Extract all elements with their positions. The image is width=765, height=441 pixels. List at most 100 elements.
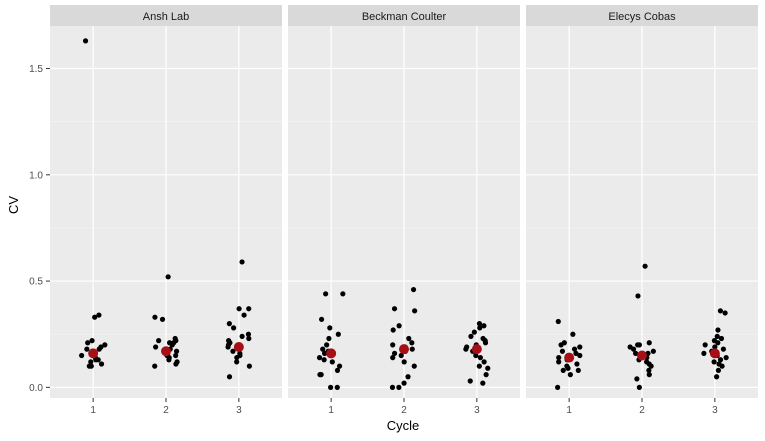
data-point xyxy=(321,357,327,363)
data-point xyxy=(635,293,641,299)
data-point xyxy=(329,359,335,365)
data-point xyxy=(648,363,654,369)
data-point xyxy=(630,346,637,352)
data-point xyxy=(480,335,486,342)
data-point xyxy=(577,352,583,359)
data-point xyxy=(646,340,652,346)
data-point xyxy=(567,372,573,378)
data-point xyxy=(565,365,571,371)
y-tick-label: 1.5 xyxy=(29,64,43,75)
data-point xyxy=(574,361,580,367)
data-point xyxy=(401,380,407,386)
data-point xyxy=(646,367,652,373)
y-tick-label: 0.5 xyxy=(29,277,43,288)
data-point xyxy=(390,355,396,361)
x-tick-label: 2 xyxy=(639,405,645,416)
facet-panel: Elecys Cobas 1 2 3 xyxy=(526,5,758,416)
data-point xyxy=(323,291,329,297)
data-point xyxy=(336,363,343,369)
data-point xyxy=(702,342,708,348)
data-point xyxy=(165,274,171,280)
data-point xyxy=(573,350,579,356)
data-point xyxy=(396,384,402,390)
facet-strip-label: Beckman Coulter xyxy=(362,11,447,23)
facet-strip xyxy=(526,5,758,26)
data-point xyxy=(405,374,411,380)
mean-point xyxy=(399,344,409,355)
data-point xyxy=(476,321,483,327)
data-point xyxy=(316,355,323,361)
data-point xyxy=(226,321,232,327)
y-tick-label: 0.0 xyxy=(29,383,43,394)
data-point xyxy=(152,363,158,369)
data-point xyxy=(559,348,566,354)
data-point xyxy=(477,355,484,361)
data-point xyxy=(89,338,95,344)
facet-strip xyxy=(288,5,520,26)
x-axis-title: Cycle xyxy=(387,418,420,433)
data-point xyxy=(318,372,324,378)
data-point xyxy=(471,329,477,335)
data-point xyxy=(334,384,340,390)
mean-point xyxy=(326,348,337,359)
mean-point xyxy=(161,346,171,357)
data-point xyxy=(328,384,334,390)
data-point xyxy=(173,352,179,359)
data-point xyxy=(410,286,417,293)
data-point xyxy=(98,361,105,367)
data-point xyxy=(320,346,326,352)
data-point xyxy=(570,331,576,337)
data-point xyxy=(82,38,89,44)
data-point xyxy=(642,263,648,269)
data-point xyxy=(715,340,721,346)
data-point xyxy=(473,352,479,359)
data-point xyxy=(390,327,396,333)
data-point xyxy=(246,335,252,342)
data-point xyxy=(234,359,240,365)
data-point xyxy=(650,348,656,354)
data-point xyxy=(241,312,247,318)
mean-point xyxy=(233,341,244,352)
data-point xyxy=(396,323,402,329)
data-point xyxy=(406,335,412,342)
x-tick-label: 2 xyxy=(163,405,169,416)
data-point xyxy=(335,331,341,337)
data-point xyxy=(467,378,473,384)
data-point xyxy=(719,363,725,369)
data-point xyxy=(714,374,720,380)
y-axis: 0.0 0.5 1.0 1.5 xyxy=(29,64,50,394)
data-point xyxy=(102,342,108,348)
data-point xyxy=(646,372,652,378)
data-point xyxy=(239,333,245,339)
data-point xyxy=(401,359,407,365)
data-point xyxy=(390,342,396,348)
data-point xyxy=(88,363,94,369)
data-point xyxy=(476,363,482,369)
data-point xyxy=(560,367,566,373)
facet-panel: Beckman Coulter 1 2 3 xyxy=(288,5,520,416)
data-point xyxy=(483,372,489,378)
data-point xyxy=(88,359,94,365)
data-point xyxy=(230,348,236,354)
data-point xyxy=(334,367,341,373)
facet-strip xyxy=(50,5,282,26)
data-point xyxy=(717,308,724,314)
data-point xyxy=(389,384,396,390)
data-point xyxy=(239,259,245,265)
data-point xyxy=(480,380,486,386)
data-point xyxy=(463,346,469,352)
facet-strip-label: Ansh Lab xyxy=(143,11,189,23)
data-point xyxy=(152,314,158,320)
data-point xyxy=(326,335,332,342)
mean-point xyxy=(471,344,482,355)
data-point xyxy=(636,384,642,390)
data-point xyxy=(575,367,581,373)
data-point xyxy=(722,310,728,316)
x-tick-label: 3 xyxy=(236,405,242,416)
data-point xyxy=(634,376,640,382)
data-point xyxy=(96,312,102,318)
x-tick-label: 3 xyxy=(712,405,718,416)
data-point xyxy=(156,338,162,344)
data-point xyxy=(398,352,404,359)
